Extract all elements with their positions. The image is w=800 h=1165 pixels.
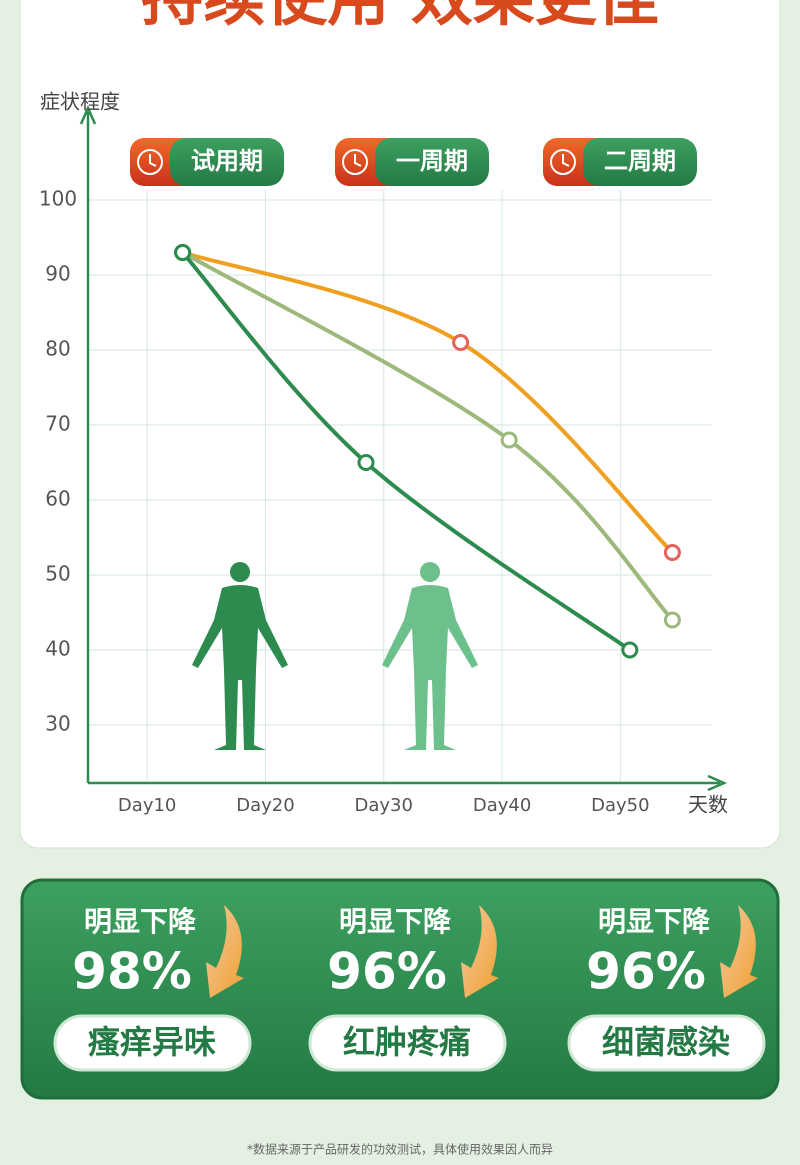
y-tick-label: 100 — [39, 187, 77, 211]
clock-hand — [562, 154, 570, 167]
x-tick-label: Day30 — [355, 795, 413, 816]
badge — [583, 138, 697, 186]
x-tick-label: Day20 — [236, 795, 294, 816]
point — [174, 244, 192, 261]
point — [663, 544, 681, 561]
point — [452, 334, 470, 351]
stat-figure: 96% — [327, 943, 447, 1001]
y-tick-label: 30 — [45, 712, 70, 736]
x-tick-label: Day10 — [118, 795, 176, 816]
title: 持续使用 效果更佳 — [141, 0, 659, 34]
point — [663, 611, 681, 629]
x-axis-label: 天数 — [688, 793, 728, 817]
point — [621, 641, 639, 659]
clock-hand — [149, 154, 157, 167]
y-tick-label: 50 — [45, 562, 70, 586]
x-tick-label: Day50 — [591, 795, 649, 816]
y-axis-label: 症状程度 — [40, 90, 120, 114]
period-label: 二周期 — [604, 147, 676, 175]
stat-pill — [53, 1014, 252, 1072]
point — [500, 431, 518, 449]
stat-label: 红肿疼痛 — [343, 1023, 471, 1061]
clock-icon — [342, 149, 368, 175]
stat-figure: 98% — [72, 943, 192, 1001]
arrow-icon — [720, 905, 758, 998]
y-tick-label: 90 — [45, 262, 70, 286]
x-axis — [88, 774, 728, 792]
stat-label: 瘙痒异味 — [88, 1023, 216, 1061]
arrow-icon — [206, 905, 244, 998]
y-tick-label: 40 — [45, 637, 70, 661]
series-line — [181, 250, 674, 622]
period-label: 试用期 — [191, 147, 263, 175]
stat-caption: 明显下降 — [84, 905, 197, 938]
y-tick-label: 80 — [45, 337, 70, 361]
stat-label: 细菌感染 — [602, 1023, 730, 1061]
footnote: *数据来源于产品研发的功效测试，具体使用效果因人而异 — [247, 1142, 553, 1157]
clock-icon — [550, 149, 576, 175]
stat-pill — [308, 1014, 507, 1072]
y-tick-label: 70 — [45, 412, 70, 436]
arrow-icon — [461, 905, 499, 998]
y-axis — [79, 104, 97, 783]
stat-figure: 96% — [586, 943, 706, 1001]
clock-hand — [354, 154, 362, 167]
figure-icon — [382, 562, 478, 750]
clock-icon — [137, 149, 163, 175]
period-label: 一周期 — [396, 147, 468, 175]
figure-icon — [192, 562, 288, 750]
point — [357, 454, 375, 471]
stat-caption: 明显下降 — [339, 905, 452, 938]
x-tick-label: Day40 — [473, 795, 531, 816]
badge — [375, 138, 489, 186]
stat-pill — [567, 1014, 766, 1072]
y-tick-label: 60 — [45, 487, 70, 511]
chart: 30 40 50 60 70 80 90 100 Day10 Day20 Day30 Day40 Day… — [39, 90, 728, 817]
badge — [170, 138, 284, 186]
chart-card — [19, 0, 781, 849]
stat-caption: 明显下降 — [598, 905, 711, 938]
stats: 明显下降 98% 瘙痒异味 明显下降 96% 红肿疼痛 明显下降 96% 细菌感染 — [53, 905, 766, 1072]
